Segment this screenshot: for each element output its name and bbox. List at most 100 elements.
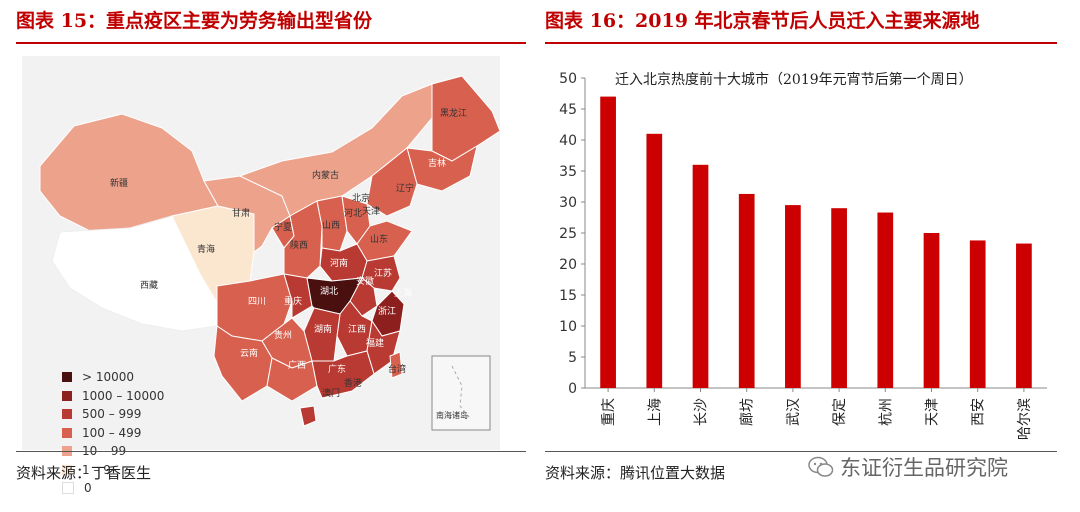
y-tick-label: 10: [559, 319, 577, 335]
legend-item: 1000 – 10000: [62, 387, 164, 406]
y-tick-label: 25: [559, 226, 577, 242]
south-sea-inset: [431, 355, 491, 431]
label-shaanxi: 陕西: [290, 239, 308, 251]
label-south-sea: 南海诸岛: [436, 410, 468, 420]
label-shandong: 山东: [370, 233, 388, 245]
legend-label: 100 – 499: [82, 425, 142, 440]
y-tick-label: 5: [568, 350, 577, 366]
label-fujian: 福建: [366, 337, 384, 349]
label-zhejiang: 浙江: [378, 305, 396, 317]
china-map: 黑龙江 吉林 辽宁 内蒙古 新疆 北京 天津 河北 甘肃 宁夏 山西 山东 青海…: [22, 56, 500, 495]
right-panel-title: 图表 16：2019 年北京春节后人员迁入主要来源地: [545, 10, 980, 32]
label-jiangsu: 江苏: [374, 267, 392, 279]
right-source-rule: [545, 451, 1057, 452]
x-tick-label: 保定: [832, 398, 848, 426]
bar: [692, 164, 709, 388]
label-guangxi: 广西: [288, 359, 306, 371]
x-tick-label: 杭州: [878, 398, 894, 426]
y-tick-label: 45: [559, 102, 577, 118]
bar: [646, 133, 663, 388]
label-jiangxi: 江西: [348, 324, 366, 335]
label-hunan: 湖南: [314, 323, 332, 335]
label-anhui: 安徽: [356, 275, 374, 287]
label-qinghai: 青海: [197, 243, 215, 255]
legend-item: 1 – 9: [62, 461, 164, 480]
x-tick-label: 重庆: [601, 398, 617, 426]
label-shanxi: 山西: [322, 220, 340, 231]
label-macau: 澳门: [322, 387, 340, 399]
xizang-region: [51, 215, 219, 332]
watermark-text: 东证衍生品研究院: [840, 456, 1008, 480]
wechat-icon: [808, 456, 834, 477]
y-tick-label: 35: [559, 164, 577, 180]
bar: [738, 193, 755, 388]
label-hebei: 河北: [344, 207, 362, 219]
y-tick-label: 20: [559, 257, 577, 273]
x-tick-label: 廊坊: [739, 398, 756, 426]
label-neimenggu: 内蒙古: [312, 169, 339, 181]
label-liaoning: 辽宁: [396, 182, 414, 194]
legend-swatch: [62, 464, 72, 475]
label-ningxia: 宁夏: [274, 221, 292, 233]
x-tick-label: 长沙: [694, 398, 710, 426]
bar: [600, 96, 616, 388]
label-taiwan: 台湾: [388, 363, 406, 375]
label-heilongjiang: 黑龙江: [440, 107, 467, 119]
legend-item: 100 – 499: [62, 424, 164, 443]
x-tick-label: 西安: [971, 398, 987, 426]
label-xizang: 西藏: [140, 279, 158, 291]
y-tick-label: 15: [559, 288, 577, 304]
x-tick-label: 天津: [925, 398, 941, 426]
bar: [923, 233, 940, 388]
legend-item: > 10000: [62, 368, 164, 387]
left-title-rule: [16, 42, 526, 44]
left-panel-title: 图表 15：重点疫区主要为劳务输出型省份: [16, 10, 373, 32]
left-source-rule: [16, 451, 526, 452]
x-tick-label: 哈尔滨: [1017, 398, 1033, 440]
legend-label: 1 – 9: [82, 462, 111, 477]
legend-item: 0: [62, 479, 164, 498]
label-shanghai: 上海: [394, 287, 412, 299]
legend-label: 0: [84, 481, 92, 496]
label-guizhou: 贵州: [274, 329, 292, 341]
label-beijing: 北京: [352, 192, 370, 204]
legend-item: 500 – 999: [62, 405, 164, 424]
legend-swatch: [62, 390, 72, 401]
watermark: 东证衍生品研究院: [808, 452, 1008, 482]
legend-label: 500 – 999: [82, 407, 142, 422]
bar: [1016, 243, 1032, 388]
jilin-region: [406, 144, 478, 192]
taiwan-region: [389, 351, 403, 379]
chart-title: 迁入北京热度前十大城市（2019年元宵节后第一个周日）: [615, 71, 973, 88]
label-xinjiang: 新疆: [110, 177, 128, 189]
y-tick-label: 40: [559, 133, 577, 149]
label-tianjin: 天津: [362, 206, 380, 217]
legend-label: 1000 – 10000: [82, 388, 165, 403]
label-hongkong: 香港: [344, 377, 362, 389]
y-tick-label: 30: [559, 195, 577, 211]
legend-swatch: [62, 409, 72, 420]
right-source: 资料来源：腾讯位置大数据: [545, 464, 726, 482]
bar: [785, 205, 801, 388]
guangdong-region: [311, 350, 375, 399]
label-henan: 河南: [330, 257, 348, 269]
bar: [831, 208, 847, 388]
chongqing-region: [283, 273, 313, 319]
legend-swatch: [62, 372, 72, 383]
legend-swatch: [62, 427, 72, 438]
label-gansu: 甘肃: [232, 207, 250, 219]
legend-swatch: [62, 482, 74, 495]
left-source: 资料来源：丁香医生: [16, 464, 152, 482]
bar-chart: 0 5 10 15 20 25 30 35 40 45 50 迁入北京热度前十大城市（2019年元宵节…: [559, 71, 1047, 440]
label-jilin: 吉林: [428, 157, 446, 169]
x-tick-label: 武汉: [786, 398, 802, 426]
label-hubei: 湖北: [320, 286, 338, 297]
y-tick-label: 0: [568, 381, 577, 397]
label-yunnan: 云南: [240, 347, 258, 359]
legend-label: > 10000: [82, 370, 135, 385]
label-chongqing: 重庆: [284, 295, 302, 307]
bar: [969, 240, 986, 388]
right-title-rule: [545, 42, 1057, 44]
x-tick-label: 上海: [647, 398, 663, 426]
label-guangdong: 广东: [328, 363, 346, 375]
